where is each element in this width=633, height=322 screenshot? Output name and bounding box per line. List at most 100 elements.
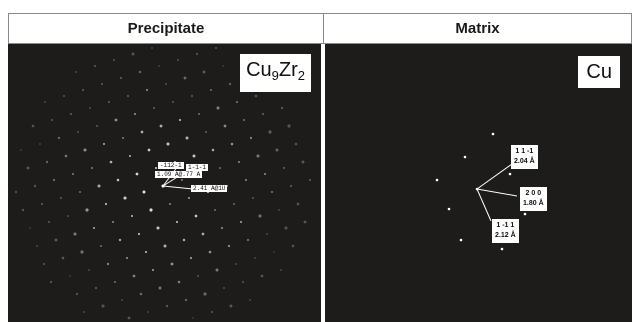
diffraction-spot: [463, 155, 467, 159]
diffraction-spot: [205, 131, 207, 133]
diffraction-spot: [273, 251, 275, 253]
diffraction-spot: [266, 233, 268, 235]
diffraction-spot: [72, 173, 74, 175]
diffraction-spot: [260, 274, 264, 278]
diffraction-spot: [158, 65, 160, 67]
precipitate-spacing-tag: 1.09 A@.77 A: [155, 171, 203, 178]
header-row: Precipitate Matrix: [8, 13, 632, 44]
diffraction-spot: [79, 191, 81, 193]
diffraction-spot: [268, 130, 272, 134]
diffraction-spot: [189, 256, 193, 260]
diffraction-spot: [214, 209, 216, 211]
diffraction-spot: [175, 220, 179, 224]
diffraction-spot: [138, 70, 142, 74]
diffraction-spot: [123, 196, 127, 200]
diffraction-spot: [135, 172, 139, 176]
diffraction-spot: [459, 238, 463, 242]
diffraction-spot: [508, 172, 512, 176]
diffraction-spot: [239, 220, 243, 224]
diffraction-spot: [125, 256, 129, 260]
diffraction-spot: [156, 226, 160, 230]
diffraction-spot: [149, 208, 153, 212]
diffraction-spot: [118, 238, 122, 242]
diffraction-spot: [69, 275, 71, 277]
matrix-reflection-label: 1 1 -1 2.04 Å: [511, 145, 538, 169]
d-spacing: 2.12 Å: [495, 232, 516, 239]
diffraction-spot: [129, 155, 131, 157]
matrix-spots: [435, 132, 527, 251]
diffraction-spot: [102, 142, 106, 146]
diffraction-spot: [275, 148, 279, 152]
diffraction-spot: [54, 238, 58, 242]
diffraction-spot: [210, 89, 212, 91]
miller-index: 1 -1 1: [496, 222, 515, 229]
diffraction-spot: [201, 232, 205, 236]
diffraction-spot: [142, 190, 146, 194]
diffraction-spot: [294, 142, 298, 146]
diffraction-spot: [435, 178, 439, 182]
diffraction-spot: [188, 197, 190, 199]
diffraction-spot: [91, 167, 93, 169]
diffraction-spot: [261, 112, 265, 116]
diffraction-spot: [48, 221, 50, 223]
diffraction-spot: [50, 118, 54, 122]
diffraction-spot: [280, 106, 284, 110]
diffraction-spot: [14, 190, 18, 194]
diffraction-spot: [270, 190, 274, 194]
diffraction-spot: [184, 298, 188, 302]
diffraction-spot: [108, 101, 110, 103]
diffraction-spot: [139, 292, 143, 296]
diffraction-spot: [147, 311, 149, 313]
diffraction-spot: [191, 95, 193, 97]
diffraction-spot: [121, 299, 123, 301]
diffraction-spot: [182, 238, 186, 242]
diffraction-spot: [192, 317, 194, 319]
diffraction-spot: [303, 220, 307, 224]
diffraction-spot: [223, 287, 225, 289]
phase-text: Zr: [278, 59, 298, 81]
diffraction-spot: [83, 311, 85, 313]
diffraction-spot: [127, 95, 129, 97]
d-spacing: 1.80 Å: [523, 200, 544, 207]
diffraction-spot: [170, 262, 174, 266]
diffraction-spot: [114, 118, 118, 122]
diffraction-spot: [36, 245, 38, 247]
diffraction-spot: [151, 47, 153, 49]
diffraction-spot: [101, 304, 105, 308]
header-precipitate: Precipitate: [9, 14, 324, 43]
diffraction-spot: [215, 47, 217, 49]
diffraction-spot: [42, 262, 46, 266]
precipitate-phase-label: Cu9Zr2: [240, 54, 311, 92]
diffraction-spot: [194, 214, 198, 218]
diffraction-spot: [112, 221, 114, 223]
matrix-diffraction-panel: Cu 1 1 -1 2.04 Å 2 0 0 1.80 Å 1 -1 1 2.1…: [325, 44, 632, 322]
diffraction-spot: [197, 275, 199, 277]
diffraction-spot: [39, 143, 41, 145]
vector-line: [476, 188, 518, 197]
phase-subscript: 9: [271, 68, 279, 83]
matrix-phase-label: Cu: [578, 56, 620, 88]
diffraction-spot: [26, 166, 30, 170]
diffraction-spot: [447, 207, 451, 211]
diffraction-spot: [62, 94, 66, 98]
diffraction-spot: [284, 226, 288, 230]
diffraction-spot: [181, 179, 183, 181]
diffraction-spot: [114, 281, 116, 283]
d-spacing: 2.04 Å: [514, 158, 535, 165]
diffraction-spot: [57, 136, 61, 140]
diffraction-spot: [219, 167, 221, 169]
diffraction-spot: [256, 154, 260, 158]
diffraction-spot: [104, 202, 108, 206]
diffraction-spot: [73, 232, 77, 236]
diffraction-spot: [131, 52, 135, 56]
diffraction-spot: [301, 160, 305, 164]
diffraction-spot: [238, 161, 240, 163]
diffraction-spot: [282, 166, 286, 170]
diffraction-spot: [223, 124, 227, 128]
diffraction-spot: [49, 280, 53, 284]
diffraction-spot: [177, 280, 181, 284]
vector-line: [476, 163, 513, 190]
diffraction-spot: [109, 160, 113, 164]
diffraction-spot: [81, 88, 85, 92]
diffraction-spot: [229, 304, 233, 308]
